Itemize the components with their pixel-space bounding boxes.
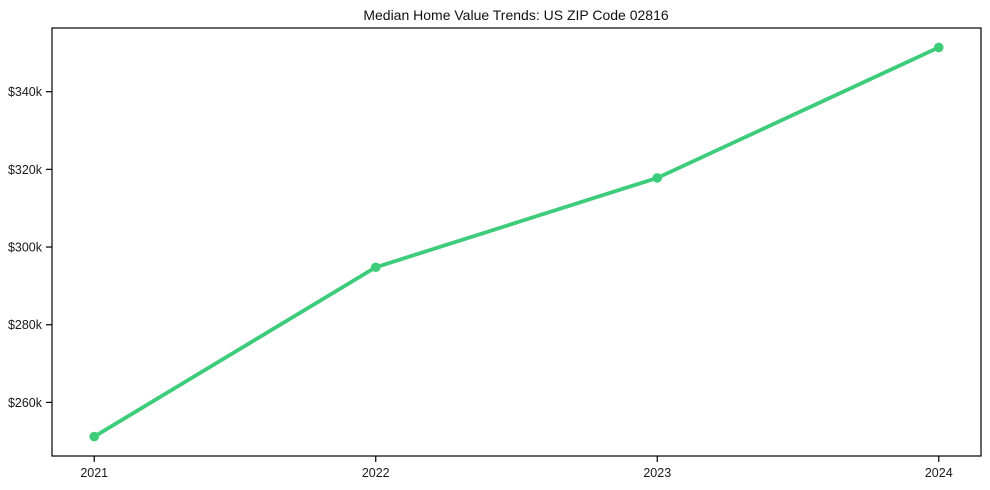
x-tick-label: 2022 bbox=[362, 466, 390, 480]
chart-title: Median Home Value Trends: US ZIP Code 02… bbox=[363, 7, 669, 23]
data-point-marker bbox=[933, 42, 944, 53]
y-tick-label: $340k bbox=[8, 85, 43, 99]
data-point-marker bbox=[652, 173, 663, 183]
y-tick-label: $280k bbox=[8, 318, 43, 332]
y-axis: $260k $280k $300k $320k $340k bbox=[8, 85, 52, 410]
y-tick-label: $300k bbox=[8, 241, 43, 255]
x-tick-label: 2023 bbox=[643, 466, 671, 480]
x-axis: 2021 2022 2023 2024 bbox=[80, 456, 953, 480]
x-tick-label: 2021 bbox=[80, 466, 108, 480]
data-point-marker bbox=[89, 431, 100, 442]
y-tick-label: $320k bbox=[8, 163, 43, 177]
plot-area-border bbox=[51, 27, 982, 457]
x-tick-label: 2024 bbox=[925, 466, 953, 480]
y-tick-label: $260k bbox=[8, 396, 43, 410]
line-series bbox=[89, 42, 944, 442]
trend-line bbox=[92, 45, 941, 439]
data-point-marker bbox=[370, 262, 381, 273]
